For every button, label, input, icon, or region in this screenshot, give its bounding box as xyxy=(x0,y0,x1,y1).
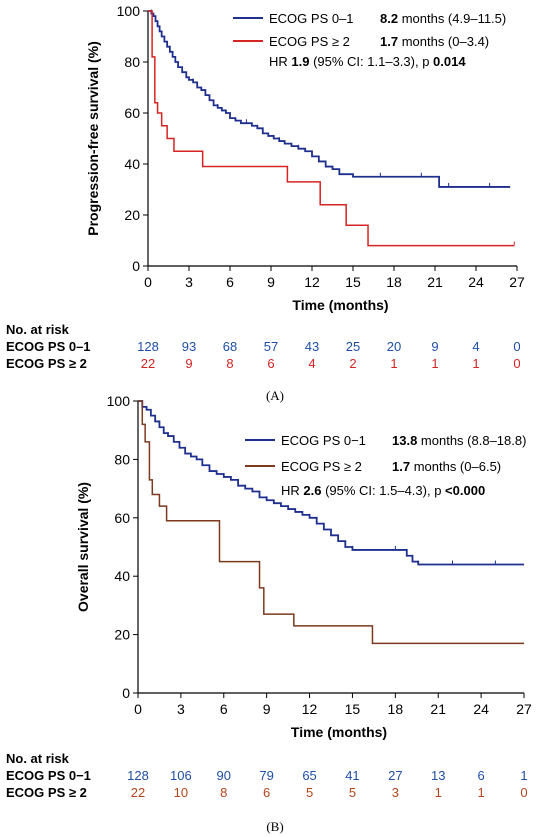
panel-b-label: (B) xyxy=(266,819,284,834)
panel-b-x-tick-label: 21 xyxy=(430,701,446,717)
panel-a-x-tick-label: 9 xyxy=(267,274,275,290)
panel-b-risk-value-ecog-0-1: 27 xyxy=(388,768,402,783)
panel-a-x-tick-label: 0 xyxy=(144,274,152,290)
panel-b-x-tick-label: 9 xyxy=(263,701,271,717)
panel-b-risk-value-ecog-0-1: 6 xyxy=(477,768,484,783)
panel-a-risk-value-ecog-0-1: 20 xyxy=(387,339,401,354)
panel-a-risk-value-ecog-2: 2 xyxy=(349,356,356,371)
panel-b-legend-label: ECOG PS 0−1 xyxy=(281,433,366,448)
panel-b-risk-value-ecog-0-1: 41 xyxy=(345,768,359,783)
panel-a-y-tick-label: 40 xyxy=(124,156,140,172)
panel-b-x-tick-label: 6 xyxy=(220,701,228,717)
panel-a-legend-label: ECOG PS 0–1 xyxy=(269,11,354,26)
panel-b-risk-value-ecog-2: 22 xyxy=(131,785,145,800)
panel-b-y-axis-title: Overall survival (%) xyxy=(75,482,91,612)
panel-b-risk-value-ecog-2: 10 xyxy=(174,785,188,800)
panel-a-risk-row-ecog-0-1-label: ECOG PS 0–1 xyxy=(6,339,91,354)
panel-b-risk-value-ecog-2: 5 xyxy=(349,785,356,800)
panel-a-risk-value-ecog-2: 8 xyxy=(226,356,233,371)
panel-b-risk-value-ecog-0-1: 128 xyxy=(127,768,149,783)
panel-b-risk-value-ecog-2: 3 xyxy=(392,785,399,800)
panel-a-hazard-ratio: HR 1.9 (95% CI: 1.1–3.3), p 0.014 xyxy=(269,54,466,69)
panel-a-y-tick-label: 100 xyxy=(117,3,141,19)
panel-b-risk-value-ecog-2: 8 xyxy=(220,785,227,800)
panel-b-y-tick-label: 40 xyxy=(114,568,130,584)
panel-b-x-tick-label: 3 xyxy=(177,701,185,717)
panel-b-risk-value-ecog-0-1: 65 xyxy=(302,768,316,783)
panel-b-risk-value-ecog-2: 0 xyxy=(520,785,527,800)
panel-a-x-tick-label: 24 xyxy=(468,274,484,290)
panel-a-risk-row-ecog-2-label: ECOG PS ≥ 2 xyxy=(6,356,87,371)
panel-a-y-tick-label: 80 xyxy=(124,54,140,70)
panel-a-risk-value-ecog-2: 22 xyxy=(141,356,155,371)
panel-a-risk-value-ecog-0-1: 9 xyxy=(431,339,438,354)
panel-b-legend-median: 13.8 months (8.8–18.8) xyxy=(392,433,526,448)
panel-b-risk-row-ecog-2-label: ECOG PS ≥ 2 xyxy=(6,785,87,800)
panel-b-legend-label: ECOG PS ≥ 2 xyxy=(281,459,362,474)
panel-a-risk-value-ecog-2: 0 xyxy=(513,356,520,371)
panel-a-y-tick-label: 0 xyxy=(132,258,140,274)
panel-a-x-tick-label: 12 xyxy=(304,274,320,290)
panel-a-x-tick-label: 27 xyxy=(509,274,525,290)
panel-a-y-tick-label: 60 xyxy=(124,105,140,121)
panel-a-legend-median: 1.7 months (0–3.4) xyxy=(380,34,489,49)
panel-a-x-axis-title: Time (months) xyxy=(292,297,388,313)
panel-a-risk-header: No. at risk xyxy=(6,322,70,337)
panel-a-risk-value-ecog-2: 6 xyxy=(267,356,274,371)
panel-b-hazard-ratio: HR 2.6 (95% CI: 1.5–4.3), p <0.000 xyxy=(281,483,485,498)
panel-b-legend-median: 1.7 months (0–6.5) xyxy=(392,459,501,474)
panel-a-x-tick-label: 15 xyxy=(345,274,361,290)
panel-b-risk-value-ecog-0-1: 106 xyxy=(170,768,192,783)
panel-b-risk-value-ecog-0-1: 79 xyxy=(259,768,273,783)
panel-b-x-tick-label: 27 xyxy=(516,701,532,717)
panel-a-risk-value-ecog-2: 9 xyxy=(185,356,192,371)
panel-a-legend-median: 8.2 months (4.9–11.5) xyxy=(380,11,506,26)
panel-b-risk-value-ecog-0-1: 1 xyxy=(520,768,527,783)
panel-b-risk-value-ecog-2: 5 xyxy=(306,785,313,800)
panel-a-risk-value-ecog-0-1: 0 xyxy=(513,339,520,354)
panel-b-series-ecog-0-1-curve xyxy=(138,400,524,566)
panel-b-x-tick-label: 24 xyxy=(473,701,489,717)
panel-b-risk-value-ecog-2: 1 xyxy=(435,785,442,800)
panel-a-risk-value-ecog-2: 1 xyxy=(390,356,397,371)
panel-b-risk-value-ecog-2: 6 xyxy=(263,785,270,800)
panel-b-risk-value-ecog-0-1: 13 xyxy=(431,768,445,783)
panel-a-risk-value-ecog-0-1: 4 xyxy=(472,339,479,354)
panel-b-series-ecog-2-curve xyxy=(138,400,524,645)
panel-b-x-tick-label: 0 xyxy=(134,701,142,717)
panel-b-x-tick-label: 15 xyxy=(345,701,361,717)
panel-a-risk-value-ecog-0-1: 43 xyxy=(305,339,319,354)
panel-b-y-tick-label: 60 xyxy=(114,510,130,526)
panel-a-x-tick-label: 21 xyxy=(427,274,443,290)
panel-a-risk-value-ecog-2: 1 xyxy=(431,356,438,371)
panel-a-risk-value-ecog-0-1: 93 xyxy=(182,339,196,354)
panel-b-x-tick-label: 18 xyxy=(388,701,404,717)
panel-a-risk-value-ecog-0-1: 57 xyxy=(264,339,278,354)
panel-a-risk-value-ecog-0-1: 128 xyxy=(137,339,159,354)
panel-a-y-tick-label: 20 xyxy=(124,207,140,223)
panel-a-x-tick-label: 18 xyxy=(386,274,402,290)
panel-a-legend-label: ECOG PS ≥ 2 xyxy=(269,34,350,49)
panel-b-risk-header: No. at risk xyxy=(6,751,70,766)
panel-b-x-tick-label: 12 xyxy=(302,701,318,717)
panel-b-y-tick-label: 0 xyxy=(122,685,130,701)
panel-b-y-tick-label: 100 xyxy=(107,393,131,409)
panel-a-y-axis-title: Progression-free survival (%) xyxy=(85,41,101,236)
panel-a-label: (A) xyxy=(265,388,285,403)
panel-b-x-axis-title: Time (months) xyxy=(291,724,387,740)
panel-a-risk-value-ecog-0-1: 25 xyxy=(346,339,360,354)
panel-b-y-tick-label: 20 xyxy=(114,627,130,643)
panel-a-series-ecog-2-curve xyxy=(148,10,515,247)
panel-b-y-tick-label: 80 xyxy=(114,451,130,467)
panel-a-x-tick-label: 6 xyxy=(226,274,234,290)
panel-a-risk-value-ecog-0-1: 68 xyxy=(223,339,237,354)
panel-a-risk-value-ecog-2: 1 xyxy=(472,356,479,371)
panel-a-risk-value-ecog-2: 4 xyxy=(308,356,315,371)
panel-a-x-tick-label: 3 xyxy=(185,274,193,290)
panel-b-risk-row-ecog-0-1-label: ECOG PS 0−1 xyxy=(6,768,91,783)
panel-b-risk-value-ecog-2: 1 xyxy=(477,785,484,800)
panel-b-risk-value-ecog-0-1: 90 xyxy=(217,768,231,783)
